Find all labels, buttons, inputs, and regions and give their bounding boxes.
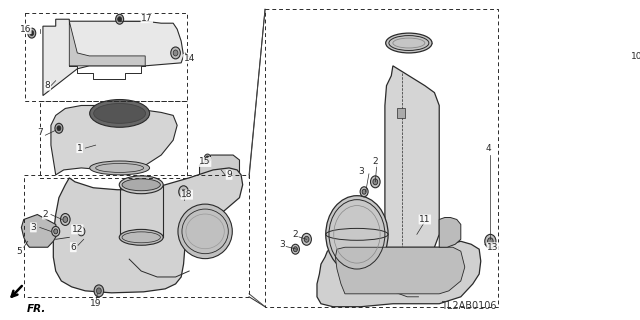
Ellipse shape (178, 204, 232, 259)
Text: 3: 3 (358, 167, 364, 176)
Text: 15: 15 (200, 157, 211, 166)
Text: 18: 18 (181, 190, 193, 199)
Circle shape (204, 154, 211, 162)
Ellipse shape (122, 179, 161, 191)
Circle shape (362, 189, 366, 194)
Circle shape (116, 14, 124, 24)
Ellipse shape (93, 103, 146, 123)
Circle shape (52, 227, 60, 236)
Circle shape (488, 238, 493, 245)
Polygon shape (385, 66, 439, 259)
Text: 5: 5 (16, 247, 22, 256)
Ellipse shape (119, 176, 163, 194)
Text: 17: 17 (141, 14, 152, 23)
Circle shape (118, 17, 122, 22)
Text: 8: 8 (45, 81, 51, 90)
Text: 16: 16 (20, 25, 31, 34)
Circle shape (360, 187, 368, 197)
Polygon shape (51, 106, 177, 175)
Polygon shape (317, 241, 481, 307)
Text: 9: 9 (226, 170, 232, 180)
Polygon shape (43, 19, 184, 96)
Circle shape (293, 247, 298, 252)
Circle shape (373, 179, 378, 185)
Text: 2: 2 (292, 230, 298, 239)
Circle shape (57, 126, 61, 131)
Text: 1: 1 (77, 144, 83, 153)
Text: 3: 3 (280, 240, 285, 249)
Ellipse shape (119, 229, 163, 245)
Ellipse shape (90, 161, 150, 175)
Circle shape (302, 233, 312, 245)
Circle shape (97, 288, 101, 294)
Circle shape (77, 227, 85, 236)
Circle shape (206, 156, 209, 160)
Circle shape (61, 213, 70, 225)
Text: 13: 13 (487, 243, 499, 252)
Polygon shape (69, 21, 145, 66)
Circle shape (179, 186, 188, 198)
Circle shape (28, 28, 36, 38)
Circle shape (291, 244, 300, 254)
Polygon shape (335, 247, 465, 294)
Text: 4: 4 (486, 144, 492, 153)
Text: 19: 19 (90, 299, 101, 308)
Circle shape (63, 217, 68, 222)
Polygon shape (397, 108, 405, 118)
Circle shape (29, 31, 34, 36)
Text: 7: 7 (37, 128, 43, 137)
Ellipse shape (90, 100, 150, 127)
Polygon shape (200, 155, 239, 188)
Circle shape (173, 50, 178, 56)
Text: 6: 6 (70, 243, 76, 252)
Text: TL2AB0106: TL2AB0106 (441, 301, 497, 311)
Text: 2: 2 (372, 157, 378, 166)
Text: 10: 10 (631, 52, 640, 61)
Circle shape (371, 176, 380, 188)
Circle shape (182, 189, 186, 194)
Circle shape (94, 285, 104, 297)
Circle shape (171, 47, 180, 59)
Polygon shape (439, 218, 461, 247)
Text: 12: 12 (72, 225, 83, 234)
Text: FR.: FR. (27, 304, 46, 314)
Polygon shape (21, 214, 58, 247)
Text: 14: 14 (184, 54, 195, 63)
Polygon shape (53, 168, 243, 293)
Text: 11: 11 (419, 215, 431, 224)
Circle shape (54, 229, 58, 234)
Circle shape (304, 236, 309, 242)
Text: 2: 2 (42, 210, 48, 219)
Ellipse shape (326, 196, 388, 273)
Circle shape (55, 123, 63, 133)
Ellipse shape (386, 33, 432, 53)
Text: 3: 3 (31, 223, 36, 232)
Circle shape (484, 234, 496, 248)
